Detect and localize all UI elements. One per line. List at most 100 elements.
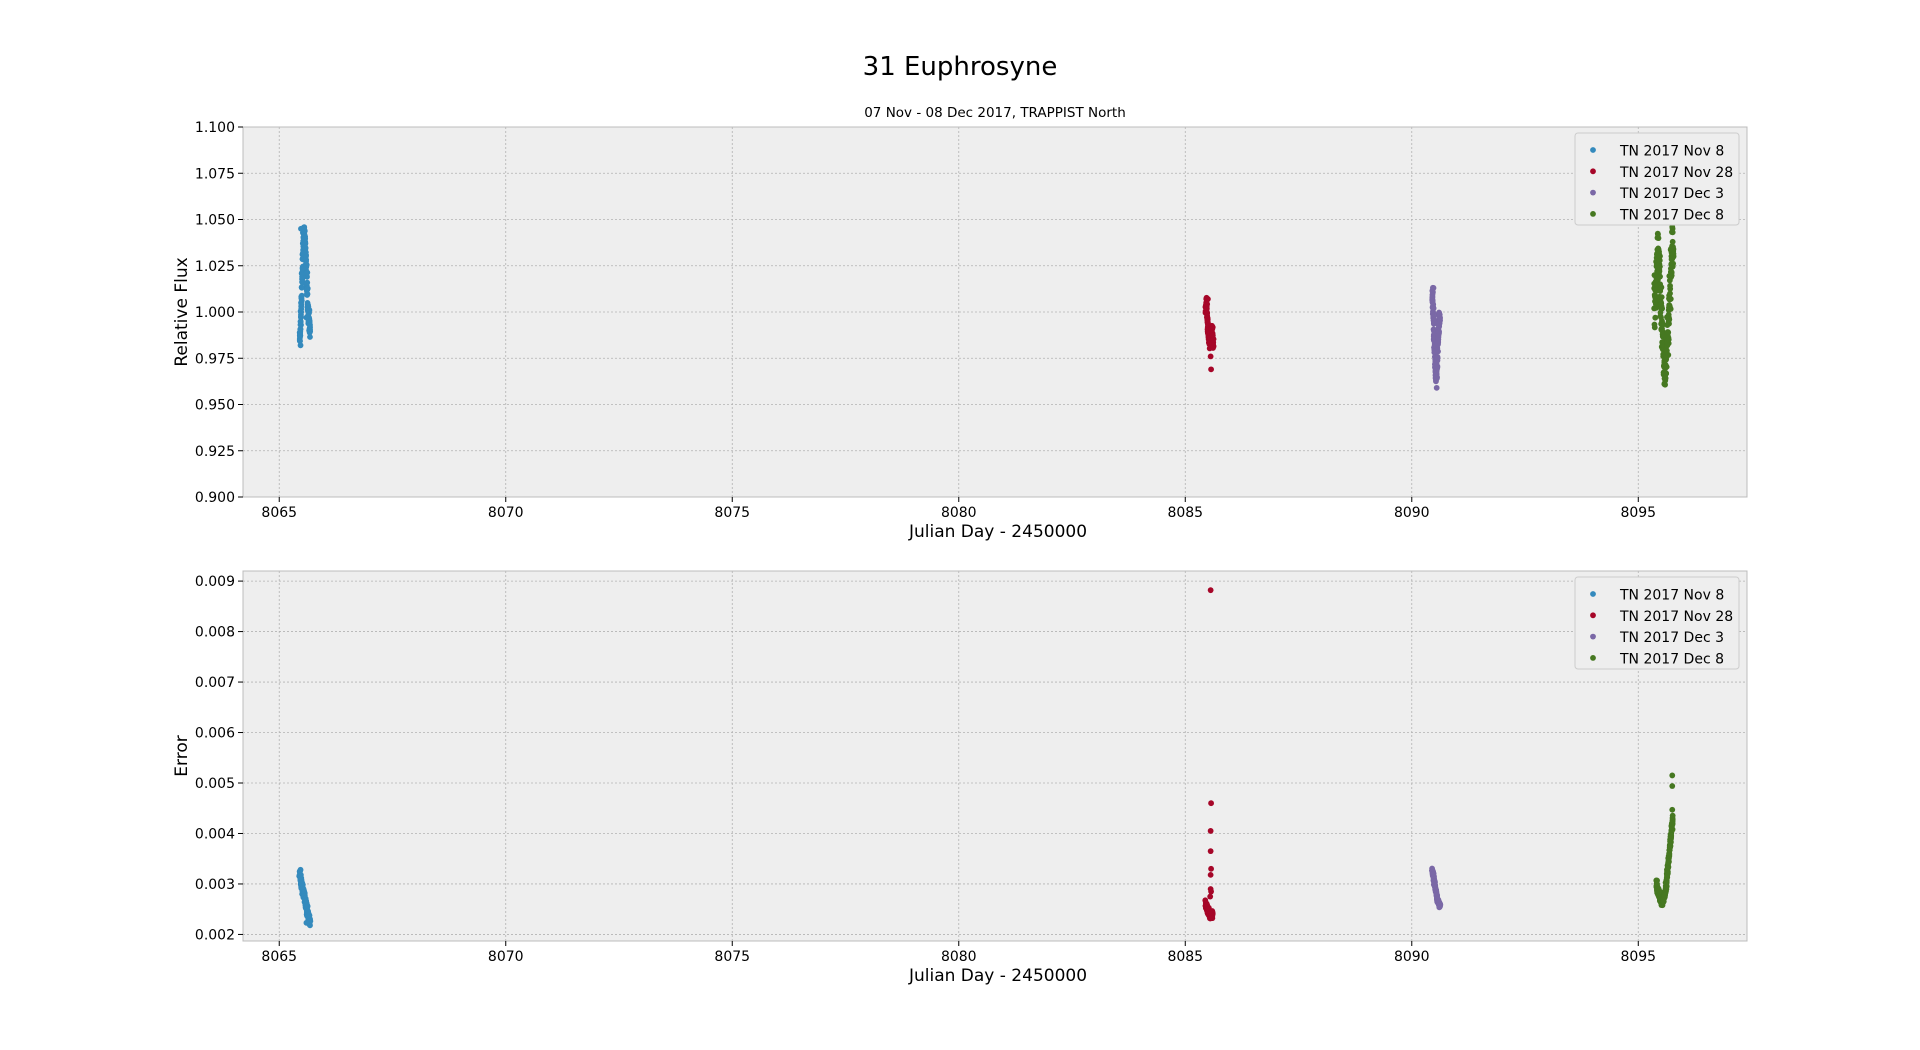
- data-point: [304, 903, 311, 910]
- data-point: [1663, 370, 1670, 377]
- data-point: [1208, 366, 1214, 373]
- data-point: [1430, 285, 1437, 291]
- x-tick-label: 8085: [1167, 949, 1203, 965]
- data-point: [1437, 314, 1443, 321]
- data-point: [1670, 246, 1677, 253]
- y-tick-label: 0.005: [195, 776, 235, 792]
- y-tick-label: 1.025: [195, 259, 235, 275]
- data-point: [1667, 296, 1674, 302]
- y-tick-label: 0.003: [195, 877, 235, 893]
- series-tn-2017-dec-3: [1429, 865, 1444, 911]
- data-point: [297, 342, 304, 349]
- y-tick-label: 0.002: [195, 927, 235, 943]
- data-point: [298, 311, 304, 318]
- data-point: [1656, 268, 1663, 275]
- x-tick-label: 8095: [1620, 949, 1656, 965]
- data-point: [298, 225, 304, 232]
- data-point: [1430, 305, 1437, 312]
- legend-label: TN 2017 Nov 8: [1619, 588, 1724, 604]
- data-point: [1667, 290, 1673, 297]
- data-point: [1657, 253, 1663, 260]
- data-point: [298, 306, 305, 312]
- legend-box: [1574, 132, 1740, 226]
- data-point: [1666, 316, 1673, 323]
- data-point: [297, 866, 304, 873]
- data-point: [1207, 871, 1214, 878]
- series-tn-2017-nov-28: [1202, 587, 1216, 922]
- data-point: [1209, 915, 1216, 922]
- data-point: [298, 301, 305, 308]
- data-point: [1666, 858, 1672, 865]
- y-axis-label: Relative Flux: [172, 257, 192, 366]
- legend-marker: [1590, 189, 1596, 196]
- x-tick-label: 8070: [488, 505, 524, 521]
- data-point: [1431, 319, 1437, 326]
- data-point: [307, 334, 313, 340]
- legend-label: TN 2017 Dec 3: [1619, 630, 1724, 646]
- data-point: [1659, 322, 1666, 329]
- data-point: [302, 235, 309, 242]
- data-point: [1657, 263, 1663, 270]
- legend-marker: [1590, 655, 1596, 661]
- x-tick-label: 8080: [941, 505, 977, 521]
- y-axis-label: Error: [172, 735, 192, 776]
- x-tick-label: 8095: [1620, 505, 1656, 521]
- y-tick-label: 0.900: [195, 490, 235, 506]
- legend-box: [1574, 576, 1740, 670]
- data-point: [1204, 315, 1211, 321]
- data-point: [1436, 320, 1443, 327]
- axes-frame: [242, 570, 1748, 942]
- chart-panel-2: 8065 8070 8075 8080 8085 8090 8095 0.002 0.003 0.…: [172, 570, 1748, 986]
- legend-label: TN 2017 Nov 28: [1619, 609, 1733, 625]
- series-tn-2017-nov-8: [296, 224, 314, 349]
- data-point: [1434, 355, 1441, 361]
- panel-subtitle: 07 Nov - 08 Dec 2017, TRAPPIST North: [864, 105, 1126, 121]
- y-tick-label: 0.925: [195, 444, 235, 460]
- data-point: [303, 256, 310, 263]
- y-tick-label: 0.950: [195, 398, 235, 414]
- data-point: [304, 291, 311, 297]
- data-point: [302, 244, 309, 251]
- data-point: [1667, 282, 1673, 289]
- data-point: [302, 249, 309, 256]
- y-tick-label: 0.008: [195, 625, 235, 641]
- plot-area: [243, 571, 1747, 941]
- data-point: [1658, 284, 1665, 291]
- legend-marker: [1590, 147, 1596, 153]
- data-point: [1208, 800, 1214, 807]
- y-tick-label: 0.007: [195, 675, 235, 691]
- data-point: [306, 322, 313, 329]
- x-tick-label: 8070: [488, 949, 524, 965]
- data-point: [1663, 363, 1670, 370]
- data-point: [1669, 772, 1676, 779]
- data-point: [1434, 339, 1441, 345]
- data-point: [1436, 903, 1443, 910]
- data-point: [1652, 314, 1659, 321]
- data-point: [1433, 384, 1440, 391]
- legend-marker: [1590, 168, 1596, 175]
- data-point: [1662, 381, 1668, 388]
- data-point: [1210, 343, 1217, 350]
- y-tick-label: 1.075: [195, 166, 235, 182]
- data-point: [1434, 363, 1441, 370]
- data-point: [1668, 269, 1675, 276]
- y-tick-label: 0.975: [195, 351, 235, 367]
- legend-marker: [1590, 633, 1596, 640]
- legend: TN 2017 Nov 8 TN 2017 Nov 28 TN 2017 Dec 3…: [1574, 132, 1740, 226]
- y-tick-label: 1.100: [195, 120, 235, 136]
- data-point: [1657, 273, 1663, 280]
- legend-label: TN 2017 Dec 8: [1619, 651, 1724, 667]
- legend-marker: [1590, 612, 1596, 619]
- data-point: [1430, 310, 1436, 317]
- x-tick-label: 8085: [1167, 505, 1203, 521]
- data-point: [1663, 879, 1670, 885]
- x-tick-label: 8090: [1394, 505, 1430, 521]
- x-tick-label: 8075: [714, 949, 750, 965]
- data-point: [1209, 324, 1216, 331]
- x-tick-label: 8075: [714, 505, 750, 521]
- y-tick-label: 0.004: [195, 826, 235, 842]
- legend: TN 2017 Nov 8 TN 2017 Nov 28 TN 2017 Dec 3…: [1574, 576, 1740, 670]
- legend-label: TN 2017 Nov 8: [1619, 144, 1724, 160]
- data-point: [298, 321, 304, 328]
